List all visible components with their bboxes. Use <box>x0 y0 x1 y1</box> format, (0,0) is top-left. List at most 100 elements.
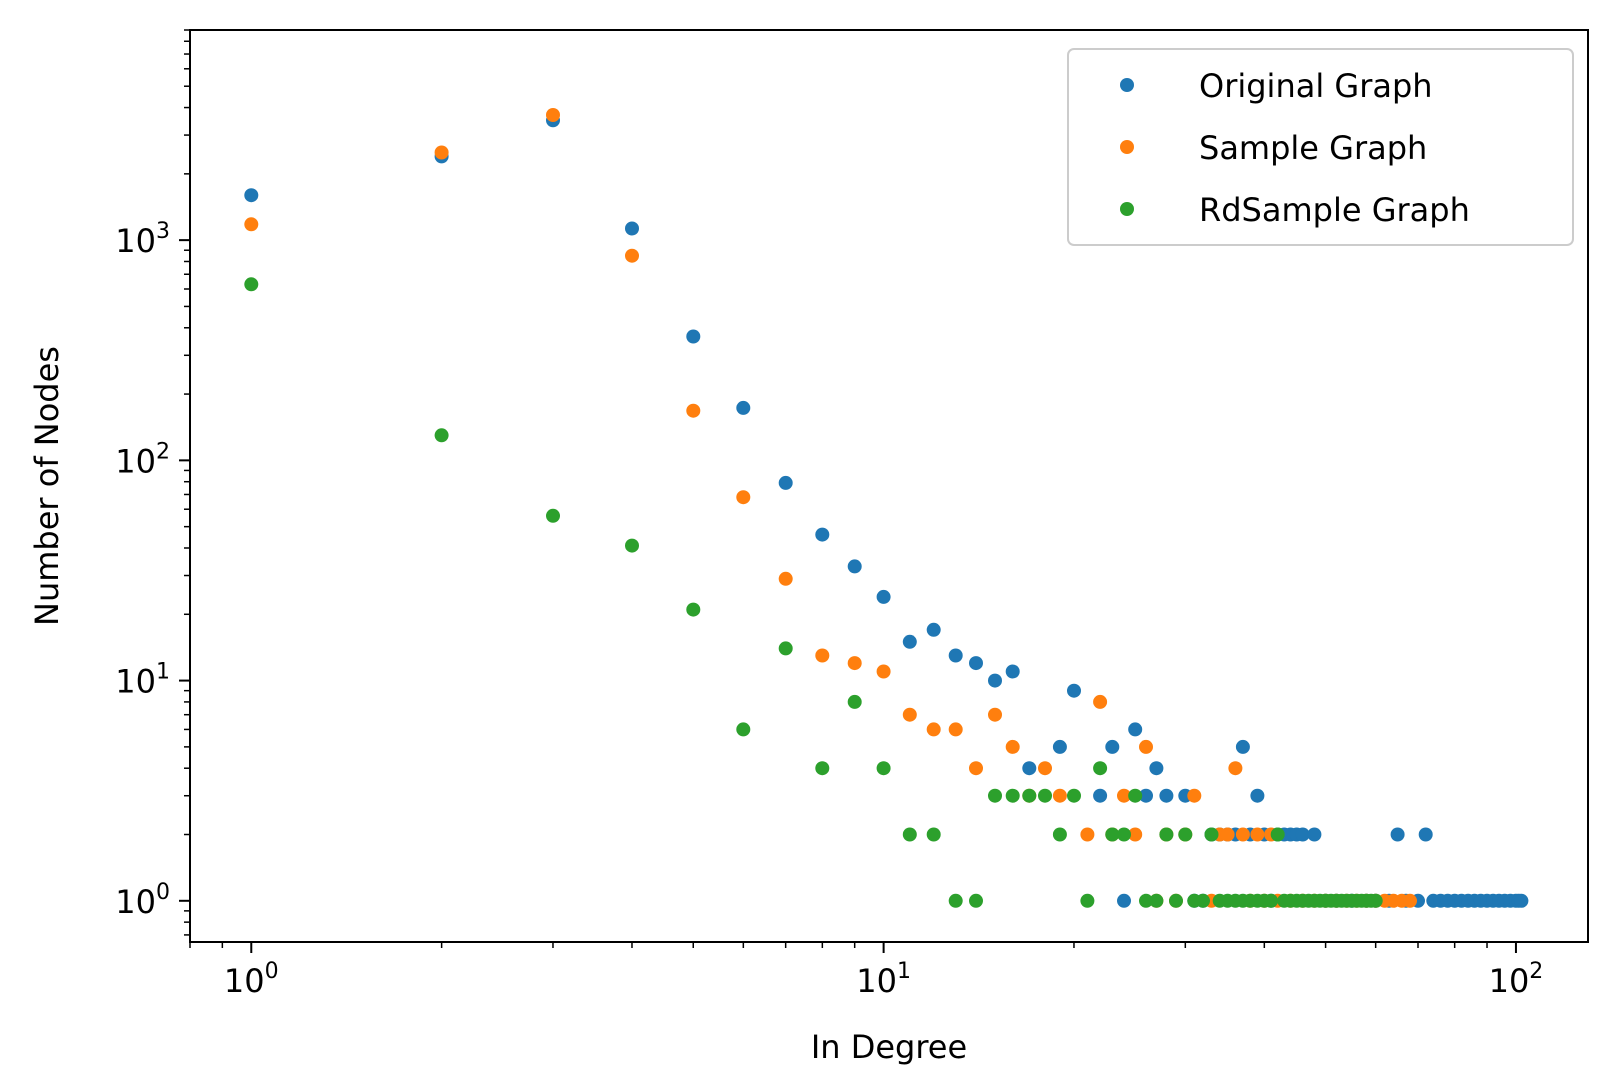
point-original-graph <box>1159 788 1174 803</box>
point-original-graph <box>876 589 891 604</box>
point-sample-graph <box>902 707 917 722</box>
point-original-graph <box>1093 788 1108 803</box>
point-sample-graph <box>1228 761 1243 776</box>
point-sample-graph <box>1220 827 1235 842</box>
major-ticks <box>179 239 1517 953</box>
point-sample-graph <box>988 707 1002 722</box>
point-rdsample-graph <box>1159 827 1174 842</box>
point-rdsample-graph <box>244 277 259 292</box>
point-rdsample-graph <box>1005 788 1020 803</box>
point-sample-graph <box>926 722 941 737</box>
plot-frame <box>189 29 1589 943</box>
point-sample-graph <box>815 648 830 663</box>
point-rdsample-graph <box>546 508 560 523</box>
point-sample-graph <box>1117 788 1131 803</box>
point-rdsample-graph <box>902 827 917 842</box>
point-sample-graph <box>625 248 639 263</box>
point-rdsample-graph <box>1264 893 1279 908</box>
point-sample-graph <box>1139 739 1153 754</box>
point-original-graph <box>1149 761 1164 776</box>
point-original-graph <box>1307 827 1322 842</box>
point-original-graph <box>1128 722 1143 737</box>
point-rdsample-graph <box>847 694 862 709</box>
point-rdsample-graph <box>815 761 830 776</box>
point-rdsample-graph <box>1105 827 1120 842</box>
y-axis-label: Number of Nodes <box>28 346 66 626</box>
point-original-graph <box>625 221 639 236</box>
point-rdsample-graph <box>1022 788 1037 803</box>
point-sample-graph <box>1128 827 1143 842</box>
point-original-graph <box>847 559 862 574</box>
point-rdsample-graph <box>1093 761 1108 776</box>
point-sample-graph <box>1052 788 1067 803</box>
point-original-graph <box>1105 739 1120 754</box>
point-original-graph <box>815 527 830 542</box>
legend-label-sample-graph: Sample Graph <box>1199 129 1427 167</box>
point-original-graph <box>1117 893 1131 908</box>
point-original-graph <box>1295 827 1310 842</box>
point-sample-graph <box>434 145 449 160</box>
point-original-graph <box>948 648 963 663</box>
point-sample-graph <box>1403 893 1417 908</box>
point-sample-graph <box>1005 739 1020 754</box>
point-original-graph <box>926 622 941 637</box>
point-sample-graph <box>1250 827 1265 842</box>
point-rdsample-graph <box>686 602 701 617</box>
point-sample-graph <box>1080 827 1095 842</box>
y-tick-label: 102 <box>115 439 170 480</box>
point-sample-graph <box>736 490 751 505</box>
legend-marker-original-graph <box>1120 78 1134 92</box>
point-rdsample-graph <box>1080 893 1095 908</box>
point-sample-graph <box>948 722 963 737</box>
point-rdsample-graph <box>736 722 751 737</box>
point-original-graph <box>244 188 259 203</box>
plot-points <box>244 108 1529 908</box>
point-original-graph <box>736 400 751 415</box>
x-tick-label: 102 <box>1489 959 1544 1000</box>
point-rdsample-graph <box>1169 893 1183 908</box>
point-rdsample-graph <box>969 893 983 908</box>
x-tick-labels: 100 101 102 <box>224 959 1543 1000</box>
point-rdsample-graph <box>1139 893 1153 908</box>
point-sample-graph <box>546 108 560 122</box>
point-original-graph <box>1022 761 1037 776</box>
point-rdsample-graph <box>1204 827 1219 842</box>
point-original-graph <box>686 329 701 344</box>
legend-marker-sample-graph <box>1120 140 1134 154</box>
point-original-graph <box>988 673 1002 688</box>
point-sample-graph <box>778 571 793 586</box>
point-rdsample-graph <box>625 538 639 553</box>
point-original-graph <box>1418 827 1433 842</box>
legend: Original Graph Sample Graph RdSample Gra… <box>1067 48 1574 246</box>
point-rdsample-graph <box>1368 893 1383 908</box>
legend-box <box>1067 48 1574 246</box>
point-original-graph <box>1052 739 1067 754</box>
y-tick-labels: 100 101 102 103 <box>115 219 170 921</box>
x-tick-label: 101 <box>856 959 911 1000</box>
x-axis-label: In Degree <box>811 1028 967 1066</box>
point-sample-graph <box>969 761 983 776</box>
legend-label-rdsample-graph: RdSample Graph <box>1199 191 1470 229</box>
point-rdsample-graph <box>988 788 1002 803</box>
point-sample-graph <box>1187 788 1202 803</box>
x-tick-label: 100 <box>224 959 279 1000</box>
point-original-graph <box>969 656 983 671</box>
point-sample-graph <box>1093 694 1108 709</box>
point-sample-graph <box>1038 761 1052 776</box>
point-sample-graph <box>876 664 891 679</box>
point-rdsample-graph <box>948 893 963 908</box>
point-original-graph <box>902 634 917 649</box>
point-rdsample-graph <box>926 827 941 842</box>
point-original-graph <box>1235 739 1250 754</box>
point-original-graph <box>1390 827 1405 842</box>
point-rdsample-graph <box>1128 788 1143 803</box>
point-rdsample-graph <box>1038 788 1052 803</box>
point-original-graph <box>1067 683 1081 698</box>
point-sample-graph <box>847 656 862 671</box>
point-original-graph <box>1005 664 1020 679</box>
point-rdsample-graph <box>434 428 449 443</box>
point-rdsample-graph <box>1052 827 1067 842</box>
point-rdsample-graph <box>1178 827 1193 842</box>
point-rdsample-graph <box>1270 827 1285 842</box>
